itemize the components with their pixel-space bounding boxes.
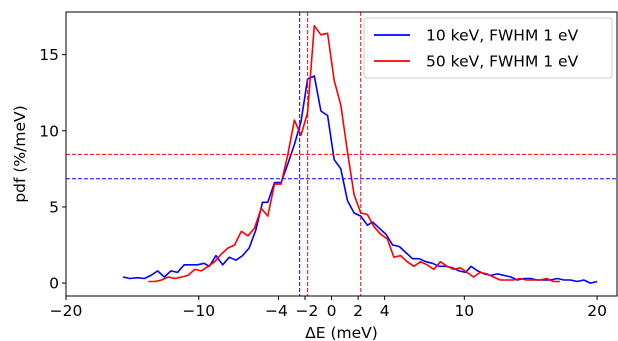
legend-label-1: 10 keV, FWHM 1 eV bbox=[426, 27, 579, 45]
x-tick-label: −2 bbox=[296, 302, 319, 320]
x-tick-label: 4 bbox=[380, 302, 390, 320]
x-tick-label: 10 bbox=[454, 302, 474, 320]
x-axis-label: ΔE (meV) bbox=[305, 324, 378, 341]
y-tick-label: 0 bbox=[49, 275, 59, 293]
x-tick-label: 20 bbox=[587, 302, 607, 320]
x-tick-label: −4 bbox=[265, 302, 288, 320]
x-tick-label: 2 bbox=[353, 302, 363, 320]
y-tick-label: 15 bbox=[39, 46, 59, 64]
x-ticks: −20 −10 −4 −2 0 2 4 10 20 bbox=[50, 296, 607, 320]
legend-label-2: 50 keV, FWHM 1 eV bbox=[426, 53, 579, 71]
y-tick-label: 10 bbox=[39, 122, 59, 140]
y-ticks: 0 5 10 15 bbox=[39, 46, 66, 293]
axes-frame bbox=[65, 11, 618, 297]
legend: 10 keV, FWHM 1 eV 50 keV, FWHM 1 eV bbox=[363, 17, 613, 79]
y-tick-label: 5 bbox=[49, 198, 59, 216]
series-line-1 bbox=[122, 75, 598, 284]
x-tick-label: −20 bbox=[50, 302, 83, 320]
y-axis-label: pdf (%/meV) bbox=[11, 105, 29, 202]
x-tick-label: −10 bbox=[182, 302, 215, 320]
reference-lines bbox=[66, 12, 617, 296]
series-line-2 bbox=[148, 24, 560, 283]
legend-box bbox=[363, 17, 613, 79]
x-tick-label: 0 bbox=[327, 302, 337, 320]
